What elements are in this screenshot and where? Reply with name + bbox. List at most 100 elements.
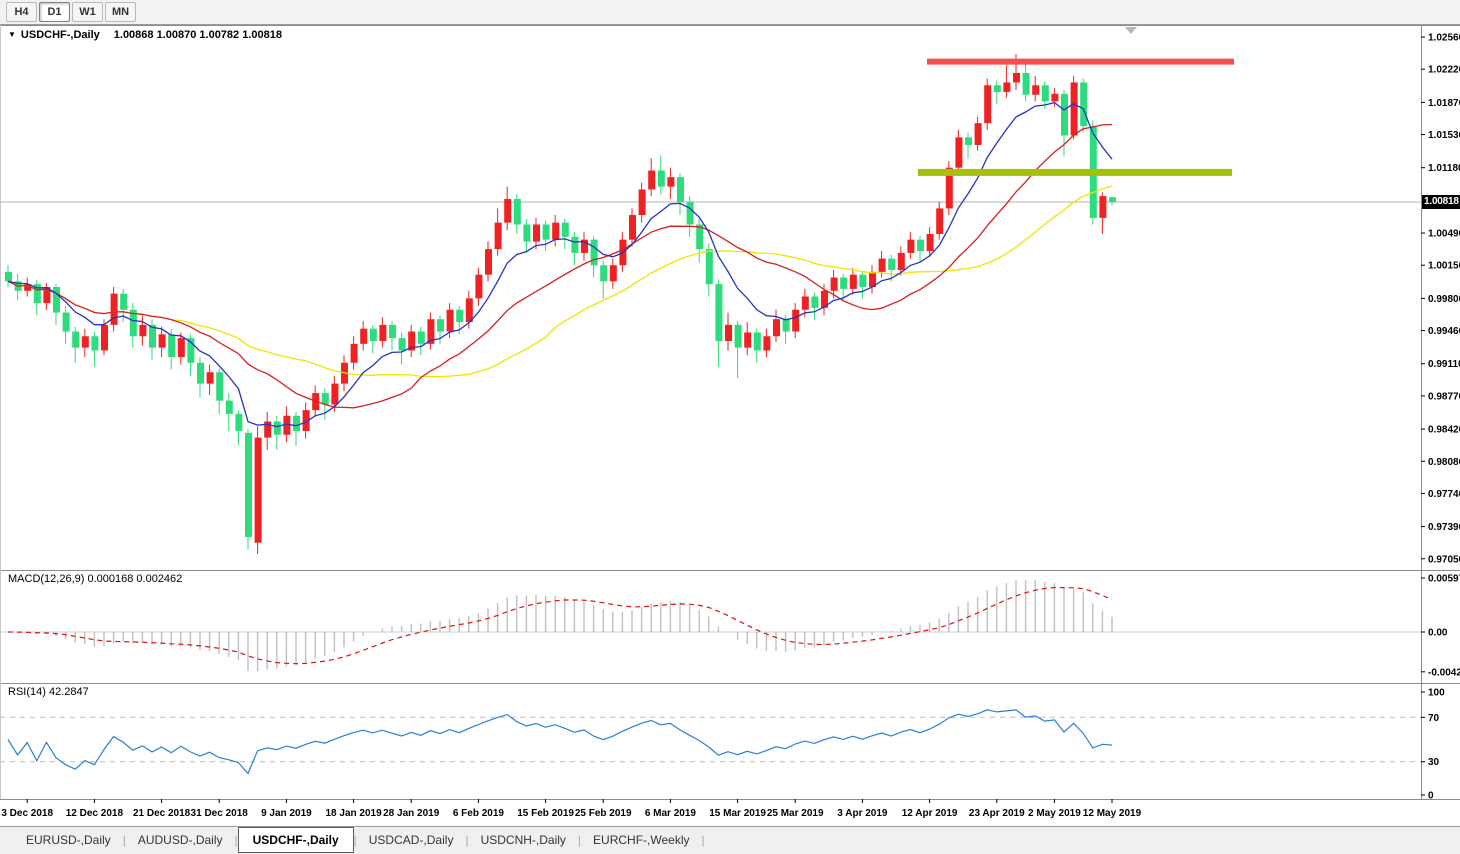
timeframe-button-w1[interactable]: W1 — [72, 2, 103, 22]
candle-body — [744, 332, 752, 348]
macd-indicator-label: MACD(12,26,9) 0.000168 0.002462 — [8, 573, 183, 585]
candle-body — [1003, 82, 1011, 92]
candle-body — [216, 372, 224, 401]
timeframe-button-h4[interactable]: H4 — [6, 2, 37, 22]
candle-body — [686, 201, 694, 225]
candle-body — [465, 298, 473, 323]
candle-body — [235, 413, 243, 431]
tab-usdcnh-daily[interactable]: USDCNH-,Daily — [480, 833, 566, 847]
candle-body — [1032, 85, 1040, 95]
tab-separator: | — [465, 833, 469, 847]
candle-body — [782, 319, 790, 332]
candle-body — [859, 274, 867, 288]
tab-usdchf-daily[interactable]: USDCHF-,Daily — [237, 827, 354, 853]
candle-body — [926, 233, 934, 252]
time-tick-label: 15 Mar 2019 — [709, 808, 766, 819]
candle-body — [907, 239, 915, 253]
candle-body — [91, 336, 99, 351]
candle-body — [1013, 72, 1020, 83]
price-tick-label: 1.01870 — [1428, 98, 1460, 109]
candle-body — [638, 189, 646, 216]
candle-body — [408, 331, 416, 351]
candle-body — [715, 284, 723, 341]
support-line[interactable] — [918, 168, 1232, 176]
candle-body — [523, 224, 531, 242]
time-tick-label: 31 Dec 2018 — [191, 808, 249, 819]
ma-medium-line — [7, 123, 1113, 409]
time-tick-label: 2 May 2019 — [1028, 808, 1081, 819]
candle-body — [609, 265, 617, 282]
candlesticks — [5, 54, 1116, 555]
candle-body — [945, 167, 953, 209]
resistance-line[interactable] — [927, 58, 1234, 65]
chart-shift-marker-icon[interactable] — [1125, 27, 1137, 34]
candle-body — [417, 331, 425, 344]
candle-body — [398, 338, 406, 351]
candle-body — [456, 309, 464, 323]
candle-body — [350, 343, 358, 363]
timeframe-button-d1[interactable]: D1 — [39, 2, 70, 22]
timeframe-toolbar: H4 D1 W1 MN — [0, 0, 1460, 25]
candle-body — [475, 274, 483, 299]
time-tick-label: 28 Jan 2019 — [383, 808, 440, 819]
candle-body — [801, 296, 809, 310]
candle-body — [129, 309, 137, 337]
candle-body — [849, 274, 857, 289]
rsi-tick-label: 100 — [1428, 688, 1445, 699]
chart-symbol-label: USDCHF-,Daily — [20, 29, 100, 41]
candle-body — [206, 372, 214, 384]
candle-body — [725, 324, 732, 341]
rsi-tick-label: 70 — [1428, 713, 1440, 724]
rsi-axis[interactable]: 100 70 30 0 — [1421, 688, 1445, 802]
candle-body — [120, 293, 128, 310]
candle-body — [542, 224, 550, 240]
timeframe-button-mn[interactable]: MN — [105, 2, 136, 22]
candle-body — [389, 324, 396, 339]
macd-signal-line — [7, 586, 1113, 665]
candle-body — [302, 410, 310, 431]
candle-body — [81, 336, 89, 348]
candle-body — [590, 239, 598, 266]
chart-collapse-icon[interactable]: ▼ — [8, 30, 16, 39]
tab-usdcad-daily[interactable]: USDCAD-,Daily — [368, 833, 454, 847]
candle-body — [677, 177, 684, 202]
rsi-tick-label: 30 — [1428, 757, 1440, 768]
macd-tick-label: 0.00597 — [1428, 574, 1460, 585]
tab-separator: | — [122, 833, 126, 847]
candle-body — [657, 170, 665, 187]
time-tick-label: 25 Feb 2019 — [575, 808, 632, 819]
candle-body — [177, 338, 185, 358]
candle-body — [955, 137, 963, 168]
ma-fast-line — [7, 101, 1113, 428]
chart-tabs-bar: EURUSD-,Daily | AUDUSD-,Daily | USDCHF-,Dail… — [0, 826, 1460, 854]
tab-eurchf-weekly[interactable]: EURCHF-,Weekly — [593, 833, 690, 847]
candle-body — [773, 319, 780, 337]
price-axis[interactable]: 1.02560 1.02220 1.01870 1.01530 1.01180 1.004… — [1421, 33, 1460, 566]
tab-separator: | — [701, 833, 705, 847]
tab-eurusd-daily[interactable]: EURUSD-,Daily — [26, 833, 111, 847]
candle-body — [667, 177, 675, 187]
candle-body — [33, 284, 41, 304]
time-tick-label: 21 Dec 2018 — [133, 808, 191, 819]
candle-body — [43, 287, 51, 304]
time-axis[interactable]: 3 Dec 2018 12 Dec 2018 21 Dec 2018 31 Dec 2… — [1, 799, 1142, 819]
chart-title: ▼ USDCHF-,Daily 1.00868 1.00870 1.00782 1.… — [8, 29, 282, 41]
candle-body — [840, 277, 848, 289]
candle-body — [974, 123, 982, 145]
macd-axis[interactable]: 0.00597 0.00 -0.004243 — [1421, 574, 1460, 679]
tab-audusd-daily[interactable]: AUDUSD-,Daily — [137, 833, 223, 847]
candle-body — [1061, 93, 1068, 136]
candle-body — [379, 324, 387, 341]
candle-body — [197, 362, 204, 384]
macd-tick-label: -0.004243 — [1428, 667, 1460, 678]
price-tick-label: 1.01180 — [1428, 163, 1460, 174]
candle-body — [792, 309, 800, 332]
candle-body — [427, 319, 435, 344]
